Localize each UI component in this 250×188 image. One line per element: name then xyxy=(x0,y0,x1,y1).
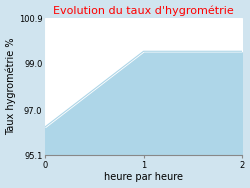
Y-axis label: Taux hygrométrie %: Taux hygrométrie % xyxy=(6,38,16,135)
X-axis label: heure par heure: heure par heure xyxy=(104,172,183,182)
Title: Evolution du taux d'hygrométrie: Evolution du taux d'hygrométrie xyxy=(53,6,234,16)
